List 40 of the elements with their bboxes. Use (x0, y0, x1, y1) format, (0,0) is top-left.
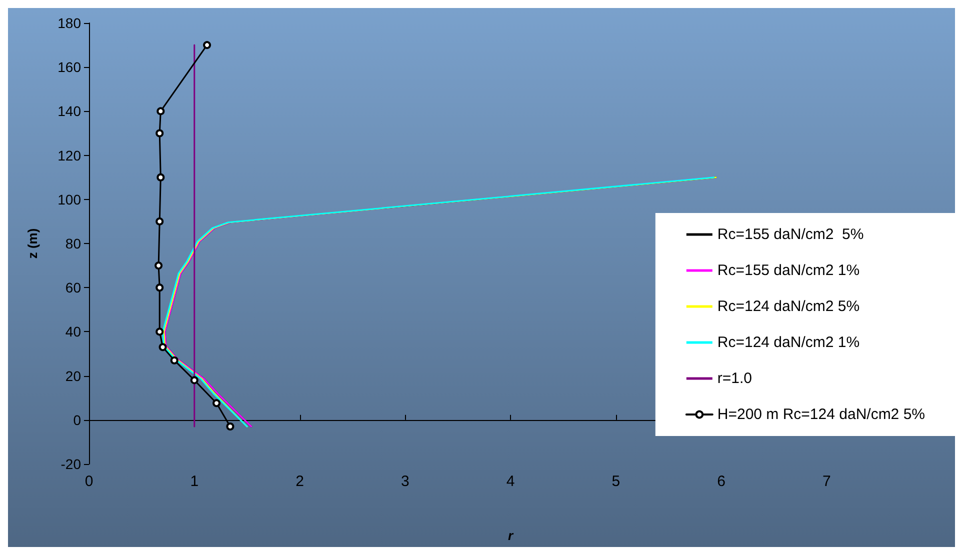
point (212, 399, 221, 408)
x-tick-label: 6 (717, 473, 726, 490)
y-tick-label: 0 (73, 412, 82, 428)
x-axis-title: r (508, 528, 514, 543)
legend-label: r=1.0 (717, 370, 752, 387)
y-tick-label: 140 (58, 103, 82, 120)
legend-label: Rc=155 daN/cm2 5% (717, 226, 864, 243)
y-tick-label: 20 (65, 368, 82, 384)
point (156, 173, 165, 182)
point (156, 129, 164, 138)
point (203, 41, 212, 50)
legend-label: H=200 m Rc=124 daN/cm2 5% (717, 406, 926, 423)
point (158, 343, 167, 352)
x-tick-label: 2 (296, 473, 304, 490)
point (156, 217, 164, 226)
y-tick-label: 80 (65, 236, 82, 252)
point (156, 328, 164, 336)
x-tick-label: 3 (400, 473, 410, 490)
y-tick-label: 60 (65, 280, 82, 296)
x-tick-label: 4 (506, 473, 515, 490)
y-axis-title: z (m) (25, 228, 40, 259)
point (190, 376, 198, 384)
point (226, 422, 234, 431)
point (156, 284, 164, 292)
point (170, 356, 178, 364)
y-tick-label: 40 (65, 324, 82, 340)
y-tick-label: 160 (58, 59, 82, 76)
x-tick-label: 5 (612, 473, 620, 490)
y-tick-label: 100 (58, 191, 82, 208)
point (154, 262, 163, 270)
point (156, 107, 165, 116)
y-tick-label: 120 (58, 147, 82, 164)
legend-label: Rc=124 daN/cm2 5% (717, 298, 860, 315)
x-tick-label: 1 (190, 473, 199, 490)
legend-label: Rc=155 daN/cm2 1% (717, 262, 860, 279)
y-tick-label: -20 (60, 456, 82, 472)
y-tick-label: 180 (58, 15, 82, 31)
legend-label: Rc=124 daN/cm2 1% (717, 334, 860, 351)
x-tick-label: 7 (822, 473, 831, 490)
x-tick-label: 0 (84, 473, 94, 490)
